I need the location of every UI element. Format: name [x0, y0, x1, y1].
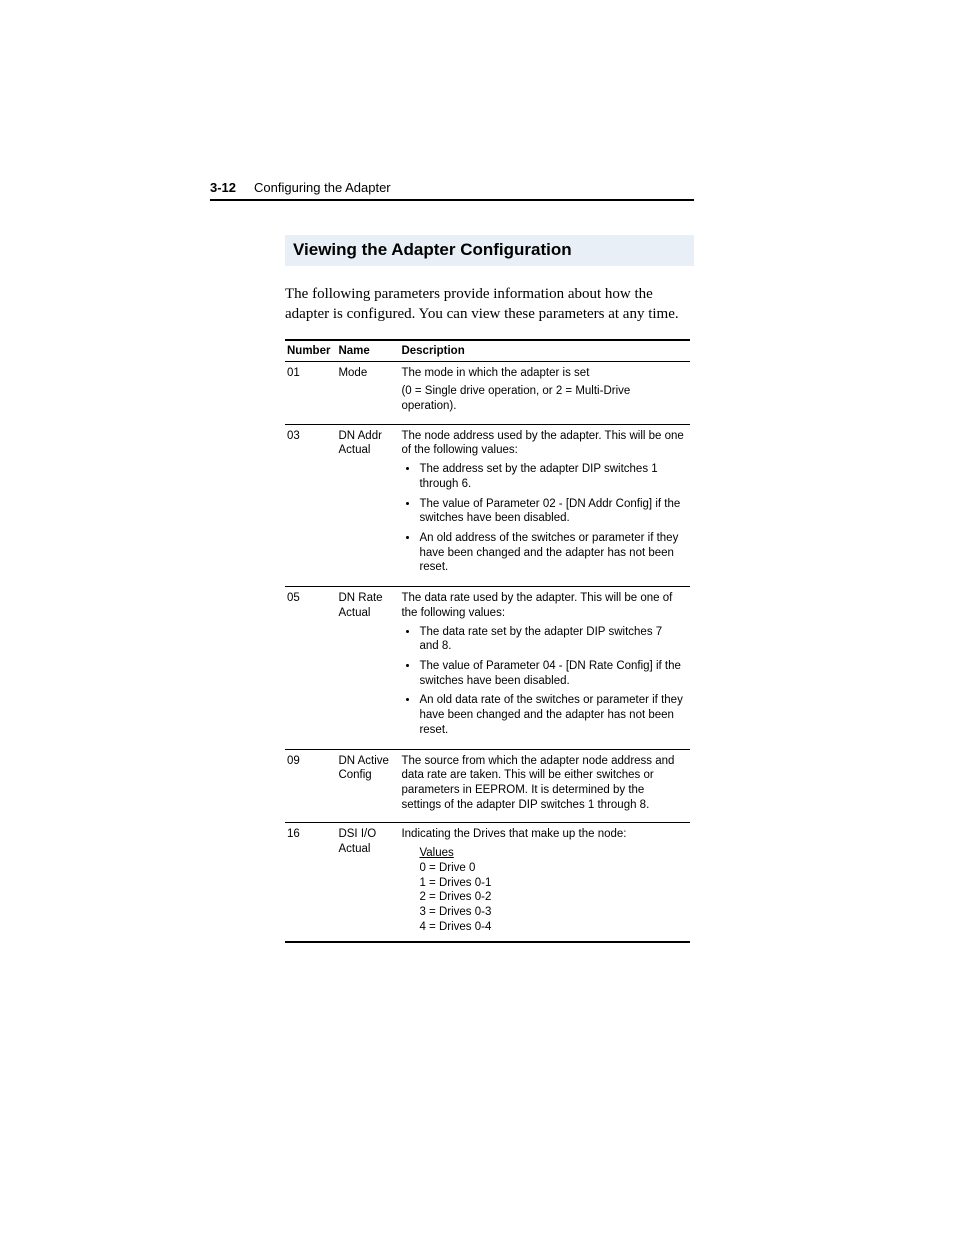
- cell-name: DN Active Config: [336, 749, 399, 823]
- cell-number: 16: [285, 823, 336, 942]
- cell-description: The source from which the adapter node a…: [399, 749, 690, 823]
- cell-description: Indicating the Drives that make up the n…: [399, 823, 690, 942]
- bullet: An old data rate of the switches or para…: [419, 693, 684, 737]
- desc-lead: The data rate used by the adapter. This …: [401, 591, 684, 620]
- page-header: 3-12 Configuring the Adapter: [210, 180, 694, 201]
- value-line: 4 = Drives 0-4: [419, 920, 684, 935]
- value-line: 3 = Drives 0-3: [419, 905, 684, 920]
- cell-number: 03: [285, 424, 336, 586]
- desc-bullets: The address set by the adapter DIP switc…: [401, 462, 684, 575]
- bullet: An old address of the switches or parame…: [419, 531, 684, 575]
- col-header-description: Description: [399, 340, 690, 362]
- desc-lead: The node address used by the adapter. Th…: [401, 429, 684, 458]
- desc-lead: The source from which the adapter node a…: [401, 754, 684, 813]
- bullet: The data rate set by the adapter DIP swi…: [419, 625, 684, 654]
- table-row: 05 DN Rate Actual The data rate used by …: [285, 587, 690, 749]
- page-number: 3-12: [210, 180, 236, 195]
- cell-description: The node address used by the adapter. Th…: [399, 424, 690, 586]
- table-header-row: Number Name Description: [285, 340, 690, 362]
- cell-description: The mode in which the adapter is set (0 …: [399, 361, 690, 424]
- cell-number: 01: [285, 361, 336, 424]
- values-block: Values 0 = Drive 0 1 = Drives 0-1 2 = Dr…: [419, 846, 684, 934]
- bullet: The value of Parameter 02 - [DN Addr Con…: [419, 497, 684, 526]
- desc-sub: (0 = Single drive operation, or 2 = Mult…: [401, 384, 684, 413]
- cell-name: Mode: [336, 361, 399, 424]
- table-row: 01 Mode The mode in which the adapter is…: [285, 361, 690, 424]
- table-row: 16 DSI I/O Actual Indicating the Drives …: [285, 823, 690, 942]
- table-row: 03 DN Addr Actual The node address used …: [285, 424, 690, 586]
- desc-bullets: The data rate set by the adapter DIP swi…: [401, 625, 684, 738]
- cell-number: 09: [285, 749, 336, 823]
- value-line: 0 = Drive 0: [419, 861, 684, 876]
- section-heading: Viewing the Adapter Configuration: [285, 235, 694, 266]
- col-header-number: Number: [285, 340, 336, 362]
- values-label: Values: [419, 846, 684, 861]
- cell-name: DSI I/O Actual: [336, 823, 399, 942]
- value-line: 1 = Drives 0-1: [419, 876, 684, 891]
- desc-lead: Indicating the Drives that make up the n…: [401, 827, 684, 842]
- cell-name: DN Rate Actual: [336, 587, 399, 749]
- table-row: 09 DN Active Config The source from whic…: [285, 749, 690, 823]
- cell-name: DN Addr Actual: [336, 424, 399, 586]
- value-line: 2 = Drives 0-2: [419, 890, 684, 905]
- parameters-table: Number Name Description 01 Mode The mode…: [285, 339, 690, 943]
- bullet: The value of Parameter 04 - [DN Rate Con…: [419, 659, 684, 688]
- cell-number: 05: [285, 587, 336, 749]
- page-header-title: Configuring the Adapter: [254, 180, 391, 195]
- bullet: The address set by the adapter DIP switc…: [419, 462, 684, 491]
- desc-lead: The mode in which the adapter is set: [401, 366, 684, 381]
- page: 3-12 Configuring the Adapter Viewing the…: [0, 0, 954, 943]
- cell-description: The data rate used by the adapter. This …: [399, 587, 690, 749]
- col-header-name: Name: [336, 340, 399, 362]
- section-intro: The following parameters provide informa…: [285, 284, 694, 325]
